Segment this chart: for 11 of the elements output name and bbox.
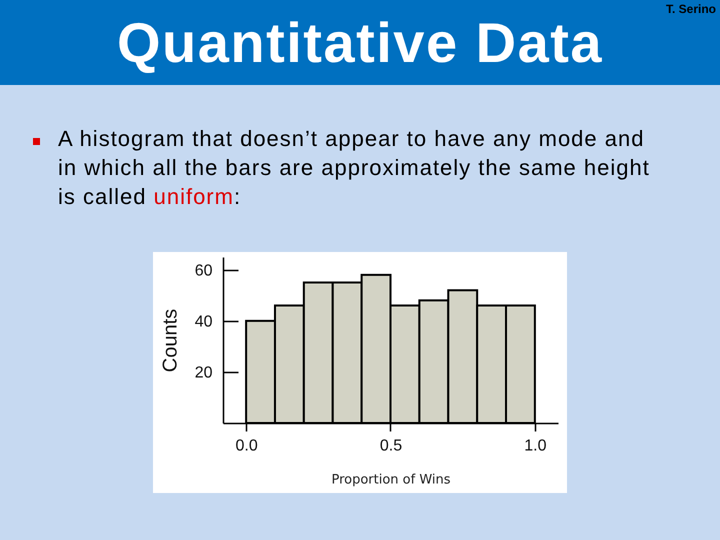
text: A histogram that doesn’t appear to have any mode and in which all the bars are approximately the same height is called uniform: — [58, 125, 651, 211]
chart-title: Quantitative Data — [116, 11, 604, 74]
text: T. Serino — [666, 2, 716, 16]
x-tick-label: 1.0 — [524, 438, 547, 454]
y-axis-title: Counts — [160, 308, 182, 372]
x-axis-title: Proportion of Wins — [331, 472, 451, 488]
y-tick-label: 40 — [194, 313, 213, 330]
x-tick-label: 0.0 — [235, 438, 258, 454]
y-tick-label: 20 — [194, 364, 213, 382]
y-tick-label: 60 — [194, 262, 213, 280]
x-tick-label: 0.5 — [380, 438, 402, 454]
